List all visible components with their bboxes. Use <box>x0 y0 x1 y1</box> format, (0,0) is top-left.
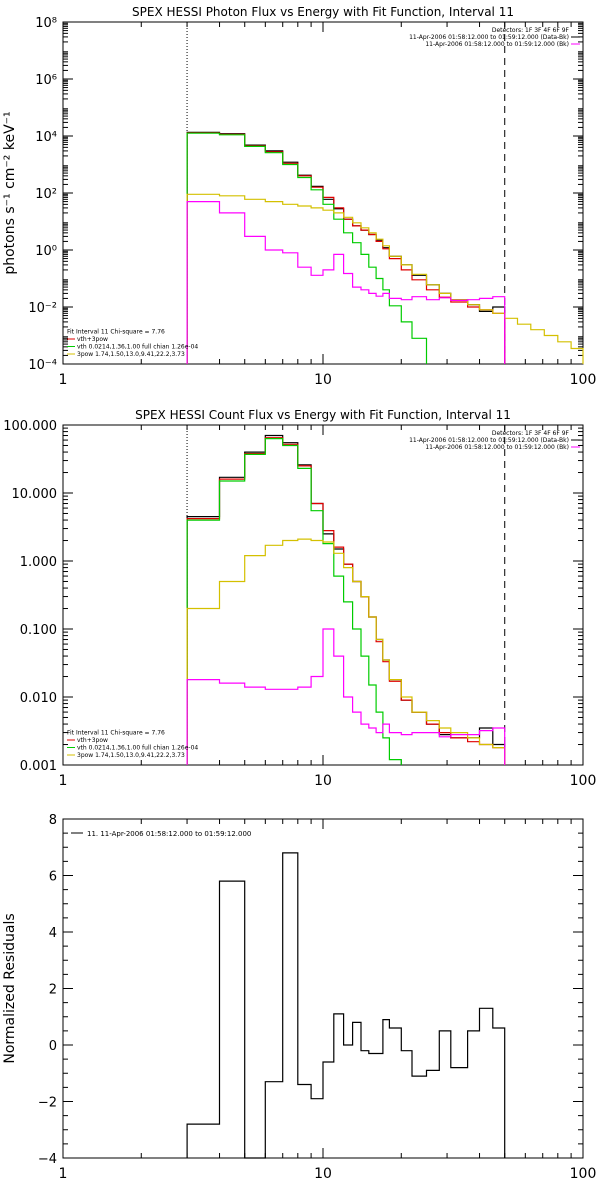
y-tick-label: 0.100 <box>20 623 57 638</box>
series-line-bk <box>186 628 506 765</box>
chart-panel-1: SPEX HESSI Photon Flux vs Energy with Fi… <box>2 5 596 388</box>
legend-top-line: 11-Apr-2006 01:58:12.000 to 01:59:12.000… <box>425 444 569 451</box>
legend-bottom-line: Fit Interval 11 Chi-square = 7.76 <box>67 329 165 336</box>
series-line-bk <box>186 201 506 364</box>
y-tick-label: 10.000 <box>12 487 58 502</box>
x-tick-label: 100 <box>570 773 597 789</box>
legend-bottom-line: vth 0.0214,1.36,1.00 full chian 1.26e-04 <box>77 745 198 752</box>
legend-bottom-line: Fit Interval 11 Chi-square = 7.76 <box>67 730 165 737</box>
x-tick-label: 1 <box>59 1166 68 1182</box>
series-line-vth <box>186 132 428 364</box>
legend-top-line: 11-Apr-2006 01:58:12.000 to 01:59:12.000… <box>425 41 569 48</box>
y-tick-label: 10² <box>35 187 57 202</box>
y-tick-label: 0.001 <box>20 759 57 774</box>
y-axis-label: Normalized Residuals <box>2 913 18 1063</box>
series-line-3pow <box>186 538 506 765</box>
legend-top-line: 11. 11-Apr-2006 01:58:12.000 to 01:59:12… <box>87 830 251 838</box>
x-tick-label: 10 <box>314 1166 332 1182</box>
chart-title: SPEX HESSI Photon Flux vs Energy with Fi… <box>132 5 514 19</box>
chart-title: SPEX HESSI Count Flux vs Energy with Fit… <box>135 408 511 422</box>
y-tick-label: −4 <box>38 1152 57 1167</box>
series-line-3pow <box>186 193 584 364</box>
x-tick-label: 10 <box>314 773 332 789</box>
x-tick-label: 1 <box>59 773 68 789</box>
y-tick-label: 100.000 <box>3 419 57 434</box>
series-line-11-11-apr-2006-01-58-12-000-to-01-59-12-000 <box>186 852 506 1159</box>
y-tick-label: 8 <box>49 813 57 828</box>
x-tick-label: 100 <box>570 372 597 388</box>
x-tick-label: 1 <box>59 372 68 388</box>
legend-top-line: Detectors: 1F 3F 4F 6F 9F <box>492 430 570 437</box>
legend-bottom-line: vth+3pow <box>77 737 108 744</box>
series-line-vth <box>186 438 402 765</box>
legend-top-line: 11-Apr-2006 01:58:12.000 to 01:59:12.000… <box>409 437 569 444</box>
legend-top-line: Detectors: 1F 3F 4F 6F 9F <box>492 27 570 34</box>
y-tick-label: 10⁸ <box>35 16 57 31</box>
y-tick-label: 0.010 <box>20 691 57 706</box>
y-tick-label: 10⁻⁴ <box>28 358 57 373</box>
y-tick-label: 10⁻² <box>28 301 57 316</box>
legend-bottom-line: 3pow 1.74,1.50,13.0,9.41,22.2,3.73 <box>77 351 185 358</box>
y-tick-label: 0 <box>49 1039 57 1054</box>
y-tick-label: 4 <box>49 926 57 941</box>
y-tick-label: 10⁴ <box>35 130 57 145</box>
y-tick-label: 1.000 <box>20 555 57 570</box>
y-axis-label: photons s⁻¹ cm⁻² keV⁻¹ <box>2 111 18 274</box>
x-tick-label: 100 <box>570 1166 597 1182</box>
legend-top-line: 11-Apr-2006 01:58:12.000 to 01:59:12.000… <box>409 34 569 41</box>
legend-bottom-line: vth+3pow <box>77 336 108 343</box>
y-tick-label: 10⁶ <box>35 73 57 88</box>
chart-panel-2: SPEX HESSI Count Flux vs Energy with Fit… <box>3 408 596 789</box>
y-tick-label: −2 <box>38 1096 57 1111</box>
chart-panel-3: 1 10 100 −4 −2 0 2 4 6 8 Normalized Residuals 11. 1… <box>2 813 596 1182</box>
legend-bottom-line: vth 0.0214,1.36,1.00 full chian 1.26e-04 <box>77 344 198 351</box>
x-tick-label: 10 <box>314 372 332 388</box>
y-tick-label: 10⁰ <box>35 244 57 259</box>
legend-bottom-line: 3pow 1.74,1.50,13.0,9.41,22.2,3.73 <box>77 752 185 759</box>
y-tick-label: 2 <box>49 983 57 998</box>
y-tick-label: 6 <box>49 870 57 885</box>
